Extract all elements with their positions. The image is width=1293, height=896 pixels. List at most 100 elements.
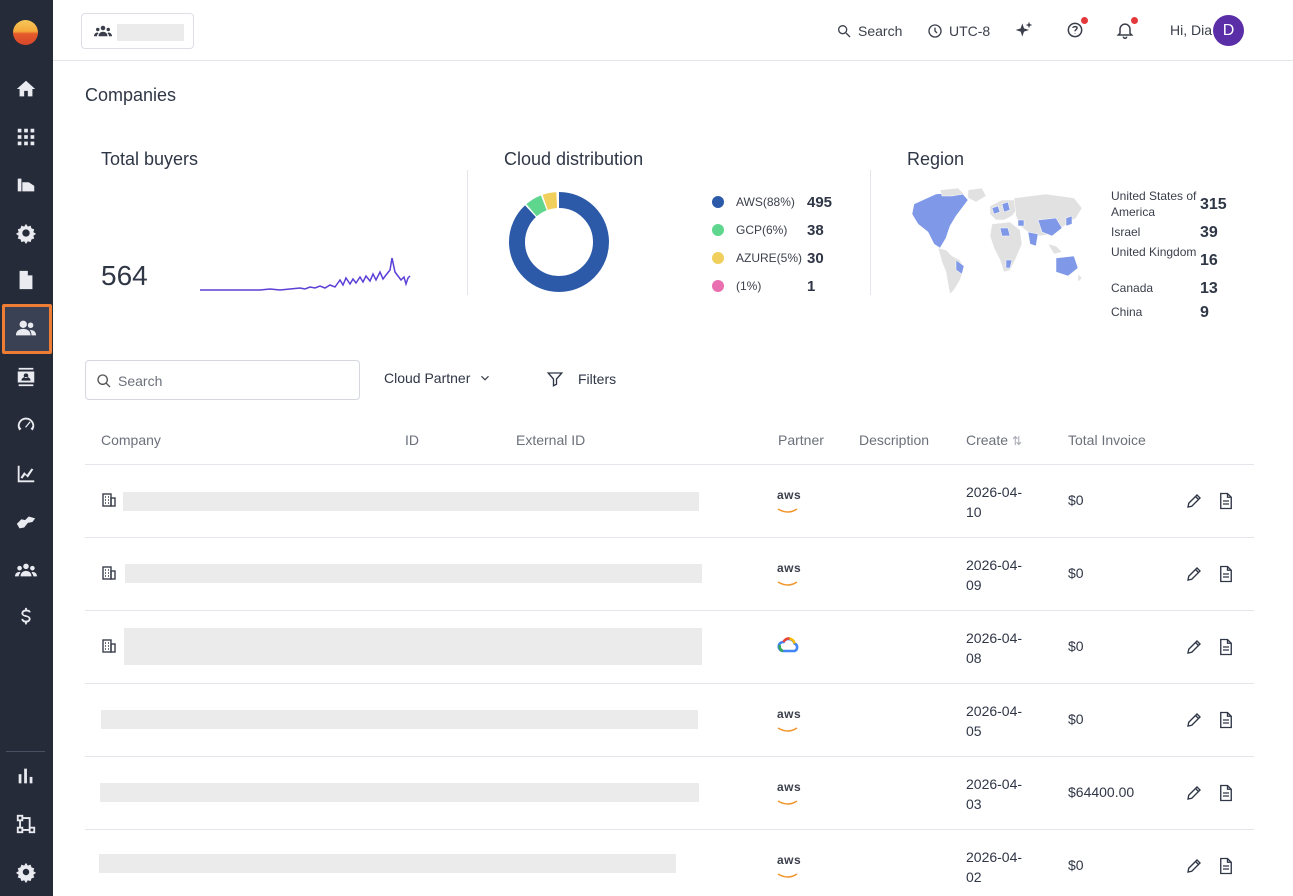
region-name: Canada: [1111, 281, 1154, 295]
ai-sparkle-icon[interactable]: [1014, 20, 1036, 42]
settings-gear-icon[interactable]: [13, 220, 39, 246]
region-title: Region: [907, 149, 965, 169]
table-row[interactable]: aws 2026-04-10 $0: [85, 465, 1254, 538]
table-row[interactable]: aws 2026-04-03 $64400.00: [85, 757, 1254, 830]
document-icon[interactable]: [1218, 784, 1234, 802]
create-date: 2026-04-02: [966, 849, 1023, 885]
workflow-icon[interactable]: [13, 811, 39, 837]
region-value: 13: [1200, 280, 1218, 297]
users-icon: [94, 24, 112, 38]
header-search-button[interactable]: Search: [836, 20, 902, 42]
home-icon[interactable]: [13, 76, 39, 102]
document-icon[interactable]: [1218, 492, 1234, 510]
sidebar: [0, 0, 53, 896]
speedometer-icon[interactable]: [13, 412, 39, 438]
total-buyers-title: Total buyers: [101, 149, 199, 169]
legend-value: 30: [807, 249, 824, 267]
settings-icon[interactable]: [13, 859, 39, 885]
analytics-icon[interactable]: [13, 461, 39, 487]
create-date: 2026-04-08: [966, 630, 1023, 666]
column-header-id[interactable]: ID: [405, 432, 419, 448]
company-name-redacted: [123, 492, 699, 511]
document-icon[interactable]: [13, 267, 39, 293]
app-logo[interactable]: [13, 20, 38, 45]
column-header-total-invoice[interactable]: Total Invoice: [1068, 432, 1146, 448]
total-invoice: $0: [1068, 565, 1084, 581]
aws-logo-icon: aws: [777, 854, 805, 878]
column-header-partner[interactable]: Partner: [778, 432, 824, 448]
companies-icon[interactable]: [13, 315, 39, 341]
user-greeting: Hi, Dia: [1170, 22, 1213, 38]
document-icon[interactable]: [1218, 565, 1234, 583]
filters-button[interactable]: Filters: [546, 370, 616, 388]
column-header-create[interactable]: Create ⇅: [966, 432, 1022, 448]
region-value: 16: [1200, 252, 1218, 269]
search-icon: [838, 24, 851, 38]
apps-grid-icon[interactable]: [13, 124, 39, 150]
teams-icon[interactable]: [13, 557, 39, 583]
top-header: Search UTC-8 Hi, Dia D: [53, 0, 1293, 61]
region-value: 315: [1200, 196, 1227, 213]
building-icon: [102, 566, 116, 580]
region-world-map: [911, 187, 1083, 295]
table-row[interactable]: aws 2026-04-05 $0: [85, 684, 1254, 757]
edit-icon[interactable]: [1185, 857, 1203, 875]
sidebar-divider: [6, 751, 45, 752]
legend-label: AZURE(5%): [736, 251, 803, 265]
edit-icon[interactable]: [1185, 638, 1203, 656]
edit-icon[interactable]: [1185, 565, 1203, 583]
aws-logo-icon: aws: [777, 489, 805, 513]
help-icon[interactable]: [1065, 17, 1088, 42]
table-row[interactable]: 2026-04-08 $0: [85, 611, 1254, 684]
column-header-company[interactable]: Company: [101, 432, 161, 448]
column-header-external-id[interactable]: External ID: [516, 432, 586, 448]
legend-label: (1%): [736, 279, 762, 293]
table-row[interactable]: aws 2026-04-02 $0: [85, 830, 1254, 896]
cloud-distribution-donut: [508, 191, 610, 293]
edit-icon[interactable]: [1185, 492, 1203, 510]
product-icon[interactable]: [13, 172, 39, 198]
legend-label: AWS(88%): [736, 195, 795, 209]
legend-label: GCP(6%): [736, 223, 788, 237]
chevron-down-icon: [481, 375, 490, 381]
region-value: 9: [1200, 304, 1209, 321]
total-buyers-value: 564: [101, 260, 148, 291]
handshake-icon[interactable]: [13, 509, 39, 535]
bell-icon[interactable]: [1115, 17, 1138, 42]
document-icon[interactable]: [1218, 711, 1234, 729]
sort-icon[interactable]: ⇅: [1012, 434, 1023, 448]
total-invoice: $0: [1068, 638, 1084, 654]
header-search-label: Search: [858, 23, 903, 39]
company-search: [85, 360, 360, 400]
column-header-description[interactable]: Description: [859, 432, 930, 448]
create-date: 2026-04-05: [966, 703, 1023, 739]
edit-icon[interactable]: [1185, 711, 1203, 729]
document-icon[interactable]: [1218, 857, 1234, 875]
dollar-icon[interactable]: [13, 604, 39, 630]
legend-value: 495: [807, 193, 833, 211]
company-name-redacted: [124, 628, 702, 665]
company-name-redacted: [99, 854, 676, 873]
column-header-create-label: Create: [966, 432, 1009, 448]
bar-chart-icon[interactable]: [13, 763, 39, 789]
legend-value: 1: [807, 277, 816, 295]
search-input[interactable]: [118, 370, 348, 392]
legend-dot: [712, 224, 724, 236]
contacts-icon[interactable]: [13, 364, 39, 390]
aws-logo-icon: aws: [777, 708, 805, 732]
donut-segment-aws: [509, 192, 609, 292]
card-divider: [467, 170, 468, 295]
legend-value: 38: [807, 221, 824, 239]
timezone-button[interactable]: UTC-8: [927, 20, 990, 42]
timezone-label: UTC-8: [949, 23, 991, 39]
document-icon[interactable]: [1218, 638, 1234, 656]
legend-item-gcp: GCP(6%) 38: [712, 220, 824, 240]
cloud-partner-dropdown[interactable]: Cloud Partner: [384, 370, 492, 386]
avatar[interactable]: D: [1213, 15, 1244, 46]
edit-icon[interactable]: [1185, 784, 1203, 802]
legend-dot: [712, 252, 724, 264]
workspace-selector[interactable]: [81, 13, 194, 49]
legend-item-other: (1%) 1: [712, 276, 815, 296]
gcp-logo-icon: [777, 635, 805, 657]
table-row[interactable]: aws 2026-04-09 $0: [85, 538, 1254, 611]
